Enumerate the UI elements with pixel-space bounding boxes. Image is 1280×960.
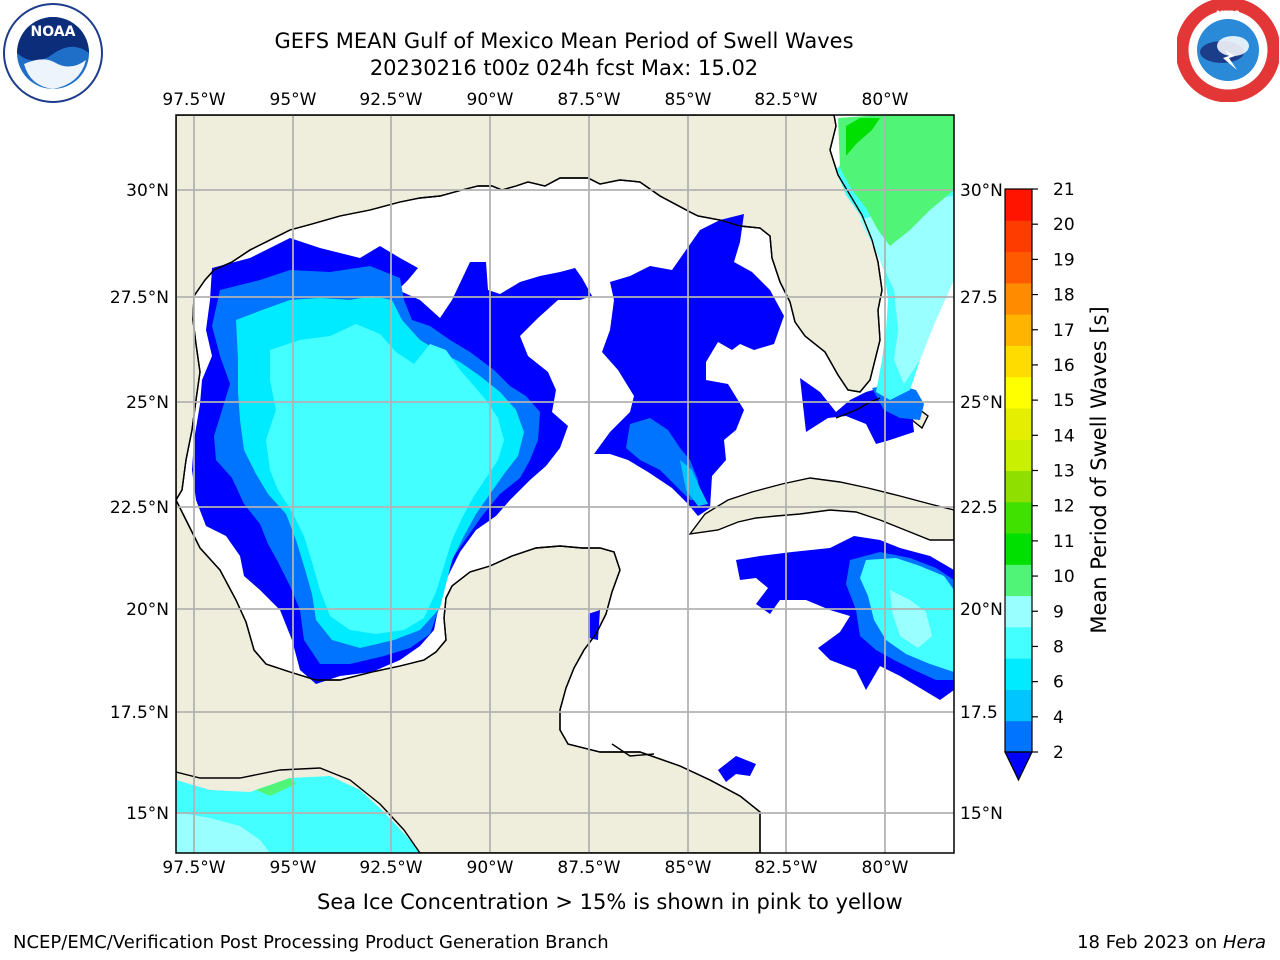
svg-text:NWS: NWS [1216,10,1240,20]
colorbar-segment [1005,689,1032,722]
lon-label-bottom: 92.5°W [359,858,422,878]
noaa-logo-text: NOAA [31,24,76,40]
lon-label-top: 92.5°W [359,90,422,110]
lon-label-bottom: 85°W [665,858,712,878]
colorbar-segment [1005,407,1032,440]
colorbar-segment [1005,564,1032,597]
longitude-labels-bottom: 97.5°W 95°W 92.5°W 90°W 87.5°W 85°W 82.5°W 80°W [162,858,908,878]
swell-pacific-green [256,778,296,796]
longitude-labels-top: 97.5°W 95°W 92.5°W 90°W 87.5°W 85°W 82.5°W 80°W [162,90,908,110]
lat-label-left: 15°N [126,804,169,824]
lat-label-right: 17.5 [960,703,998,723]
chart-title: GEFS MEAN Gulf of Mexico Mean Period of … [274,29,854,53]
swell-florida-lightcyan [860,196,954,384]
swell-blue-central [626,418,700,500]
colorbar-tick-label: 17 [1053,321,1075,341]
lon-label-top: 95°W [270,90,317,110]
colorbar-tick-label: 21 [1053,180,1075,200]
lon-label-top: 90°W [467,90,514,110]
colorbar-tick-label: 6 [1053,673,1064,693]
colorbar-tick-label: 4 [1053,708,1064,728]
colorbar-tick-label: 20 [1053,215,1075,235]
colorbar-tick-label: 9 [1053,602,1064,622]
lon-label-top: 97.5°W [162,90,225,110]
lon-label-top: 87.5°W [557,90,620,110]
noaa-logo: NOAA [2,2,104,108]
nws-logo: NWS [1175,0,1280,106]
swell-cyan-central [680,460,708,506]
lon-label-bottom: 80°W [862,858,909,878]
colorbar-segment [1005,189,1032,221]
colorbar-tick-label: 18 [1053,286,1075,306]
colorbar-tick-label: 14 [1053,426,1075,446]
lon-label-bottom: 87.5°W [557,858,620,878]
lon-label-top: 80°W [862,90,909,110]
colorbar-segment [1005,251,1032,284]
lat-label-right: 25°N [960,393,1003,413]
colorbar-segment [1005,314,1032,346]
colorbar-label: Mean Period of Swell Waves [s] [1087,306,1111,633]
colorbar-tick-label: 2 [1053,743,1064,763]
colorbar-segment [1005,282,1032,315]
colorbar-segment [1005,439,1032,471]
colorbar-tick-label: 16 [1053,356,1075,376]
colorbar-tick-label: 19 [1053,250,1075,270]
colorbar-segment [1005,626,1032,659]
lat-label-left: 20°N [126,600,169,620]
colorbar-segment [1005,658,1032,690]
swell-pacific-light [176,812,270,853]
map-caption: Sea Ice Concentration > 15% is shown in … [317,890,903,914]
colorbar-segment [1005,220,1032,253]
swell-lightcyan-caribbean [890,590,932,648]
colorbar-tick-label: 8 [1053,637,1064,657]
land-cuba [688,477,954,541]
colorbar-segment [1005,376,1032,409]
lat-label-right: 30°N [960,181,1003,201]
lat-label-right: 27.5 [960,288,998,308]
swell-florida-deepgreen [846,118,880,156]
lon-label-bottom: 95°W [270,858,317,878]
colorbar-segment [1005,720,1032,753]
latitude-labels-left: 30°N 27.5°N 25°N 22.5°N 20°N 17.5°N 15°N [110,181,169,824]
colorbar-tick-label: 12 [1053,497,1075,517]
colorbar-tick-label: 13 [1053,462,1075,482]
lon-label-bottom: 97.5°W [162,858,225,878]
colorbar-segment [1005,533,1032,565]
footer-date: 18 Feb 2023 on Hera [1077,932,1266,953]
graticule [176,115,954,853]
footer-date-text: 18 Feb 2023 on [1077,932,1223,953]
latitude-labels-right: 30°N 27.5 25°N 22.5 20°N 17.5 15°N [960,181,1003,824]
lat-label-right: 22.5 [960,498,998,518]
colorbar-segment [1005,345,1032,378]
chart-subtitle: 20230216 t00z 024h fcst Max: 15.02 [369,56,759,80]
lon-label-bottom: 82.5°W [754,858,817,878]
colorbar-tick-label: 15 [1053,391,1075,411]
footer-credit: NCEP/EMC/Verification Post Processing Pr… [13,932,609,953]
colorbar: 2 4 6 8 9 10 11 12 13 14 15 16 17 18 19 20 21 [1004,180,1075,782]
colorbar-under-arrow [1004,751,1033,782]
lat-label-left: 25°N [126,393,169,413]
lon-label-top: 85°W [665,90,712,110]
lat-label-right: 15°N [960,804,1003,824]
lat-label-left: 22.5°N [110,498,169,518]
lat-label-right: 20°N [960,600,1003,620]
lat-label-left: 30°N [126,181,169,201]
colorbar-segment [1005,470,1032,503]
map-frame [175,114,955,854]
colorbar-segment [1005,501,1032,534]
lon-label-top: 82.5°W [754,90,817,110]
lon-label-bottom: 90°W [467,858,514,878]
lat-label-left: 27.5°N [110,288,169,308]
colorbar-tick-label: 10 [1053,567,1075,587]
coastlines [176,115,883,853]
footer-host: Hera [1222,932,1266,953]
colorbar-segment [1005,595,1032,628]
colorbar-tick-label: 11 [1053,532,1075,552]
lat-label-left: 17.5°N [110,703,169,723]
swell-dark-blue-small [718,756,756,782]
swell-florida-green [838,115,954,246]
